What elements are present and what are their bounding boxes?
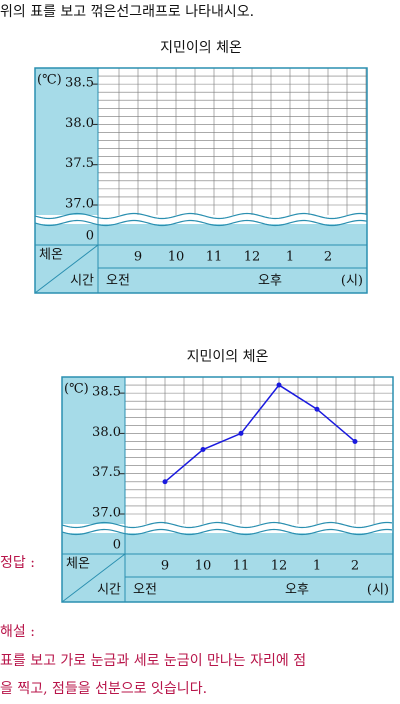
answer-label: 정답 : xyxy=(0,555,35,571)
x-tick-label: 11 xyxy=(206,250,223,265)
table-rows xyxy=(35,224,367,293)
y-unit: (℃) xyxy=(64,382,89,397)
explanation-label: 해설 : xyxy=(0,624,35,640)
y-tick-label: 37.0 xyxy=(65,197,94,212)
break-gap xyxy=(62,524,393,533)
x-tick-label: 11 xyxy=(233,559,250,574)
x-tick-label: 2 xyxy=(324,250,332,265)
x-unit: (시) xyxy=(367,583,389,598)
y-tick-label: 38.5 xyxy=(65,76,94,91)
break-gap xyxy=(35,215,367,224)
zero-label: 0 xyxy=(113,538,121,553)
y-tick-label: 38.5 xyxy=(92,385,121,400)
row-label: 체온 xyxy=(66,557,90,572)
frame xyxy=(61,376,394,603)
data-point xyxy=(162,479,168,485)
x-tick-label: 9 xyxy=(161,559,169,574)
diagonal xyxy=(61,553,126,603)
frame xyxy=(34,67,368,294)
y-tick-label: 37.0 xyxy=(92,506,121,521)
y-tick-label: 38.0 xyxy=(65,116,94,131)
break-line xyxy=(34,212,368,220)
x-unit: (시) xyxy=(341,274,363,289)
break-line xyxy=(61,521,393,529)
x-tick-label: 2 xyxy=(351,559,359,574)
data-point xyxy=(238,430,244,436)
x-tick-label: 10 xyxy=(195,559,212,574)
period-label: 오전 xyxy=(133,583,157,598)
data-point xyxy=(352,438,358,444)
y-unit: (℃) xyxy=(37,73,62,88)
chart-title: 지민이의 체온 xyxy=(160,40,242,56)
break-line xyxy=(61,528,393,536)
y-tick-label: 37.5 xyxy=(65,156,94,171)
row-label: 시간 xyxy=(70,274,94,289)
period-label: 오후 xyxy=(258,274,282,289)
explanation-line: 을 찍고, 점들을 선분으로 잇습니다. xyxy=(0,681,207,697)
row-label: 시간 xyxy=(97,583,121,598)
data-point xyxy=(200,447,206,453)
data-point xyxy=(276,382,282,388)
chart-title: 지민이의 체온 xyxy=(187,349,269,365)
x-tick-label: 1 xyxy=(313,559,321,574)
data-point xyxy=(314,406,320,412)
y-tick-label: 37.5 xyxy=(92,465,121,480)
x-tick-label: 9 xyxy=(134,250,142,265)
x-tick-label: 10 xyxy=(168,250,185,265)
x-tick-label: 12 xyxy=(244,250,261,265)
row-label: 체온 xyxy=(39,248,63,263)
diagonal xyxy=(34,244,99,294)
explanation-line: 표를 보고 가로 눈금과 세로 눈금이 만나는 자리에 점 xyxy=(0,653,306,669)
period-label: 오후 xyxy=(285,583,309,598)
table-rows xyxy=(62,533,393,602)
instruction: 위의 표를 보고 꺾은선그래프로 나타내시오. xyxy=(0,4,254,20)
period-label: 오전 xyxy=(106,274,130,289)
x-tick-label: 12 xyxy=(271,559,288,574)
x-tick-label: 1 xyxy=(286,250,294,265)
y-tick-label: 38.0 xyxy=(92,425,121,440)
zero-label: 0 xyxy=(86,229,94,244)
break-line xyxy=(34,219,368,227)
data-line xyxy=(164,384,356,483)
